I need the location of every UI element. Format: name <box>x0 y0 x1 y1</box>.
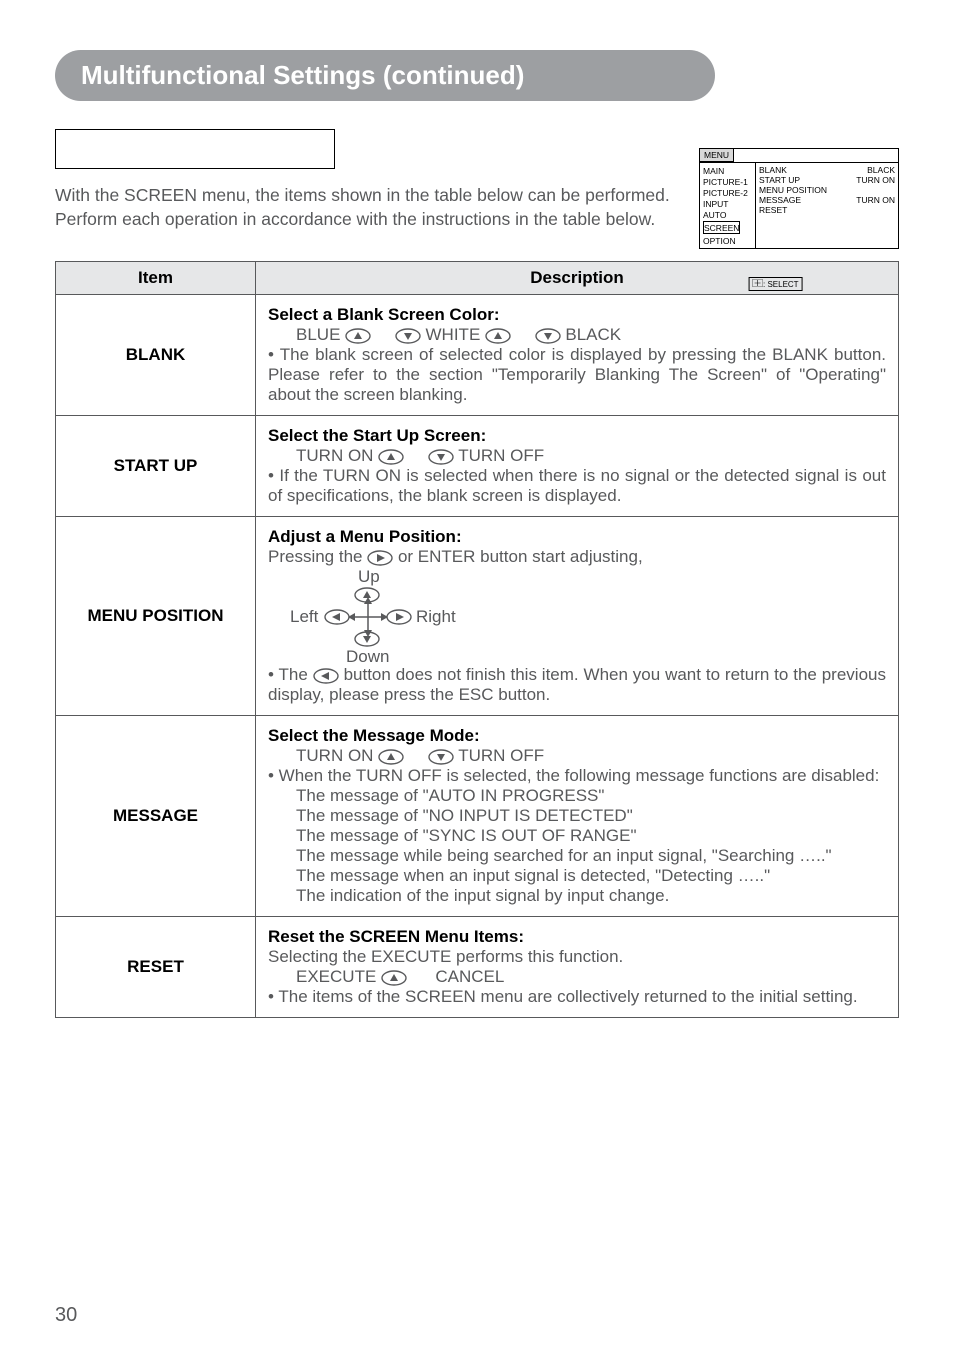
item-name: MESSAGE <box>56 716 256 917</box>
table-row: MESSAGE Select the Message Mode: TURN ON… <box>56 716 899 917</box>
text-fragment: • The <box>268 665 313 684</box>
label-right: Right <box>416 607 456 627</box>
up-button-icon <box>485 328 511 344</box>
desc-bullet: • When the TURN OFF is selected, the fol… <box>268 766 886 786</box>
section-label-box <box>55 129 335 169</box>
down-button-icon <box>354 631 380 647</box>
osd-left-column: MAIN PICTURE-1 PICTURE-2 INPUT AUTO SCRE… <box>700 163 756 248</box>
table-row: START UP Select the Start Up Screen: TUR… <box>56 416 899 517</box>
desc-line: Selecting the EXECUTE performs this func… <box>268 947 623 966</box>
label-up: Up <box>358 567 380 587</box>
text-fragment: button does not finish this item. When y… <box>268 665 886 704</box>
desc-bullet: • The items of the SCREEN menu are colle… <box>268 987 886 1007</box>
osd-right-label: RESET <box>759 205 787 215</box>
right-button-icon <box>386 609 412 625</box>
right-button-icon <box>367 550 393 566</box>
down-button-icon <box>428 749 454 765</box>
label-down: Down <box>346 647 389 667</box>
desc-heading: Select the Message Mode: <box>268 726 480 745</box>
page-title: Multifunctional Settings (continued) <box>55 50 715 101</box>
osd-right-label: START UP <box>759 175 800 185</box>
osd-left-item: AUTO <box>703 209 752 220</box>
osd-left-item: PICTURE-2 <box>703 187 752 198</box>
text-fragment: or ENTER button start adjusting, <box>398 547 643 566</box>
up-button-icon <box>345 328 371 344</box>
intro-text: With the SCREEN menu, the items shown in… <box>55 183 695 231</box>
desc-bullet: • The button does not finish this item. … <box>268 665 886 705</box>
up-button-icon <box>381 970 407 986</box>
option-turn-off: TURN OFF <box>458 746 544 765</box>
table-row: RESET Reset the SCREEN Menu Items: Selec… <box>56 917 899 1018</box>
intro-line-2: Perform each operation in accordance wit… <box>55 209 655 229</box>
item-desc: Adjust a Menu Position: Pressing the or … <box>256 517 899 716</box>
osd-right-label: BLANK <box>759 165 787 175</box>
desc-heading: Select a Blank Screen Color: <box>268 305 499 324</box>
desc-heading: Adjust a Menu Position: <box>268 527 462 546</box>
osd-footer-text: : SELECT <box>763 280 799 289</box>
osd-left-item: MAIN <box>703 165 752 176</box>
osd-tab: MENU <box>700 149 734 162</box>
desc-bullet: • If the TURN ON is selected when there … <box>268 466 886 506</box>
osd-right-label: MENU POSITION <box>759 185 827 195</box>
desc-heading: Select the Start Up Screen: <box>268 426 486 445</box>
osd-menu-screenshot: MENU MAIN PICTURE-1 PICTURE-2 INPUT AUTO… <box>699 148 899 249</box>
down-button-icon <box>428 449 454 465</box>
label-left: Left <box>290 607 318 627</box>
up-button-icon <box>378 749 404 765</box>
up-button-icon <box>378 449 404 465</box>
osd-right-value: BLACK <box>867 165 895 175</box>
text-fragment: Pressing the <box>268 547 367 566</box>
osd-right-value: TURN ON <box>856 195 895 205</box>
left-button-icon <box>313 668 339 684</box>
osd-left-item-selected: SCREEN <box>703 221 740 234</box>
osd-left-item: OPTION <box>703 235 752 246</box>
message-item: The message when an input signal is dete… <box>268 866 886 886</box>
item-desc: Select the Start Up Screen: TURN ON TURN… <box>256 416 899 517</box>
option-white: WHITE <box>426 325 481 344</box>
item-desc: Select the Message Mode: TURN ON TURN OF… <box>256 716 899 917</box>
message-item: The message of "NO INPUT IS DETECTED" <box>268 806 886 826</box>
option-cancel: CANCEL <box>435 967 504 986</box>
osd-right-column: BLANK BLACK START UP TURN ON MENU POSITION… <box>756 163 898 248</box>
item-name: BLANK <box>56 295 256 416</box>
nav-cross-icon <box>753 279 763 287</box>
item-desc: Select a Blank Screen Color: BLUE WHITE … <box>256 295 899 416</box>
message-item: The message of "SYNC IS OUT OF RANGE" <box>268 826 886 846</box>
settings-table: Item Description BLANK Select a Blank Sc… <box>55 261 899 1018</box>
option-black: BLACK <box>565 325 621 344</box>
down-button-icon <box>535 328 561 344</box>
option-blue: BLUE <box>296 325 340 344</box>
table-row: MENU POSITION Adjust a Menu Position: Pr… <box>56 517 899 716</box>
desc-line: Pressing the or ENTER button start adjus… <box>268 547 643 566</box>
option-execute: EXECUTE <box>296 967 376 986</box>
col-header-item: Item <box>56 262 256 295</box>
page-number: 30 <box>55 1304 77 1327</box>
option-turn-off: TURN OFF <box>458 446 544 465</box>
osd-left-item: PICTURE-1 <box>703 176 752 187</box>
item-name: START UP <box>56 416 256 517</box>
option-turn-on: TURN ON <box>296 746 373 765</box>
option-turn-on: TURN ON <box>296 446 373 465</box>
down-button-icon <box>395 328 421 344</box>
osd-footer: : SELECT <box>749 277 803 291</box>
message-item: The message of "AUTO IN PROGRESS" <box>268 786 886 806</box>
item-desc: Reset the SCREEN Menu Items: Selecting t… <box>256 917 899 1018</box>
intro-line-1: With the SCREEN menu, the items shown in… <box>55 185 670 205</box>
direction-diagram: Up Left Right Down <box>296 569 456 659</box>
item-name: RESET <box>56 917 256 1018</box>
desc-bullet: • The blank screen of selected color is … <box>268 345 886 405</box>
message-item: The indication of the input signal by in… <box>268 886 886 906</box>
osd-left-item: INPUT <box>703 198 752 209</box>
table-row: BLANK Select a Blank Screen Color: BLUE … <box>56 295 899 416</box>
osd-right-label: MESSAGE <box>759 195 801 205</box>
desc-heading: Reset the SCREEN Menu Items: <box>268 927 524 946</box>
message-item: The message while being searched for an … <box>268 846 886 866</box>
osd-right-value: TURN ON <box>856 175 895 185</box>
item-name: MENU POSITION <box>56 517 256 716</box>
